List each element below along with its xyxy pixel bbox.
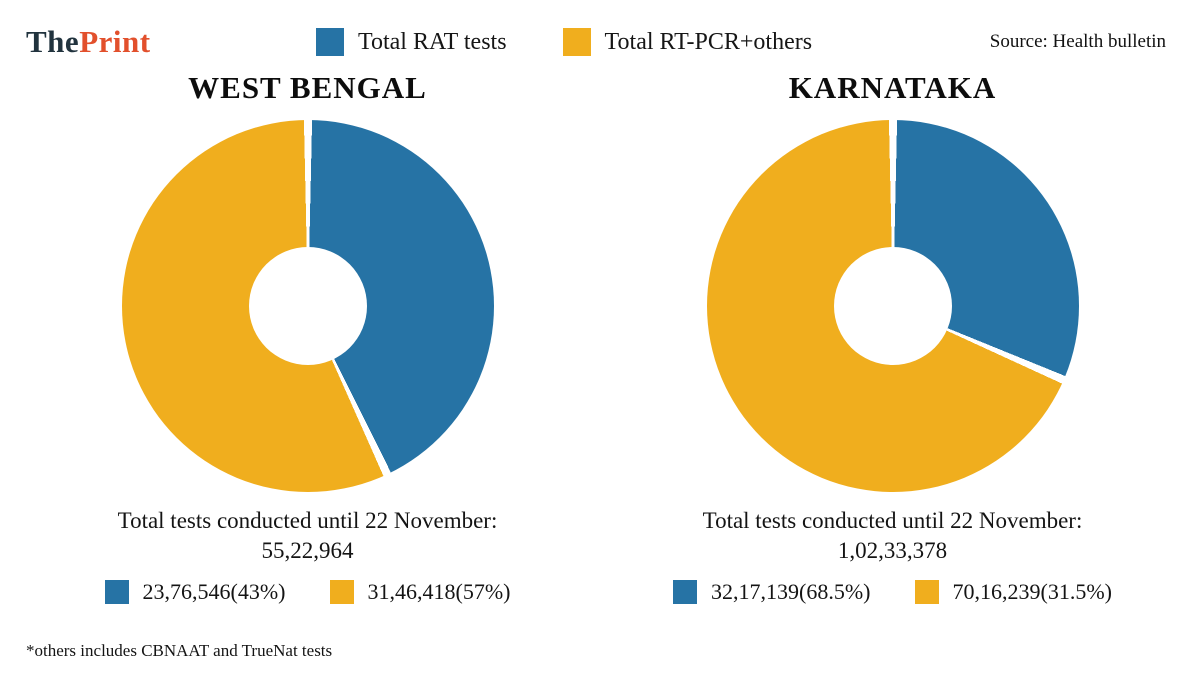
value-swatch-blue xyxy=(104,579,129,604)
total-text-karnataka: Total tests conducted until 22 November:… xyxy=(615,506,1170,567)
legend-label-rat: Total RAT tests xyxy=(358,28,507,55)
legend-swatch-blue xyxy=(316,28,344,56)
donut-wrap-west-bengal xyxy=(30,120,585,492)
value-swatch-gold xyxy=(329,579,354,604)
theprint-logo: ThePrint xyxy=(26,24,246,60)
value-legend-west-bengal: 23,76,546(43%) 31,46,418(57%) xyxy=(30,579,585,605)
chart-karnataka: KARNATAKA Total tests conducted until 22… xyxy=(615,62,1170,605)
legend-item-rat: Total RAT tests xyxy=(316,28,507,56)
total-text-west-bengal: Total tests conducted until 22 November:… xyxy=(30,506,585,567)
donut-hole xyxy=(248,247,367,365)
value-label-rtpcr: 70,16,239(31.5%) xyxy=(952,578,1112,604)
chart-title-west-bengal: WEST BENGAL xyxy=(188,70,427,105)
donut-wrap-karnataka xyxy=(615,120,1170,492)
footnote: *others includes CBNAAT and TrueNat test… xyxy=(26,641,333,660)
chart-west-bengal: WEST BENGAL Total tests conducted until … xyxy=(30,62,585,605)
legend-swatch-gold xyxy=(562,28,591,56)
donut-chart-west-bengal xyxy=(121,120,494,492)
value-label-rat: 32,17,139(68.5%) xyxy=(711,578,871,604)
charts-row: WEST BENGAL Total tests conducted until … xyxy=(0,62,1200,605)
source-note: Source: Health bulletin xyxy=(989,31,1166,52)
donut-hole xyxy=(833,247,952,365)
logo-text-print: Print xyxy=(79,24,151,59)
legend-label-rtpcr: Total RT-PCR+others xyxy=(604,28,813,55)
total-line2: 55,22,964 xyxy=(261,538,354,564)
logo-text-the: The xyxy=(26,24,80,59)
value-item-rtpcr: 70,16,239(31.5%) xyxy=(914,578,1112,605)
value-swatch-blue xyxy=(673,579,698,604)
chart-legend: Total RAT tests Total RT-PCR+others xyxy=(316,28,990,56)
value-label-rat: 23,76,546(43%) xyxy=(142,578,286,604)
value-legend-karnataka: 32,17,139(68.5%) 70,16,239(31.5%) xyxy=(615,579,1170,605)
total-line1: Total tests conducted until 22 November: xyxy=(117,508,498,533)
value-swatch-gold xyxy=(914,579,939,604)
value-item-rat: 23,76,546(43%) xyxy=(104,578,286,605)
value-label-rtpcr: 31,46,418(57%) xyxy=(367,578,511,604)
value-item-rat: 32,17,139(68.5%) xyxy=(673,578,871,605)
total-line2: 1,02,33,378 xyxy=(837,538,948,564)
total-line1: Total tests conducted until 22 November: xyxy=(702,508,1083,533)
header: ThePrint Total RAT tests Total RT-PCR+ot… xyxy=(0,0,1200,62)
chart-title-karnataka: KARNATAKA xyxy=(788,70,997,105)
legend-item-rtpcr: Total RT-PCR+others xyxy=(562,28,813,56)
donut-chart-karnataka xyxy=(706,120,1079,492)
value-item-rtpcr: 31,46,418(57%) xyxy=(329,578,511,605)
